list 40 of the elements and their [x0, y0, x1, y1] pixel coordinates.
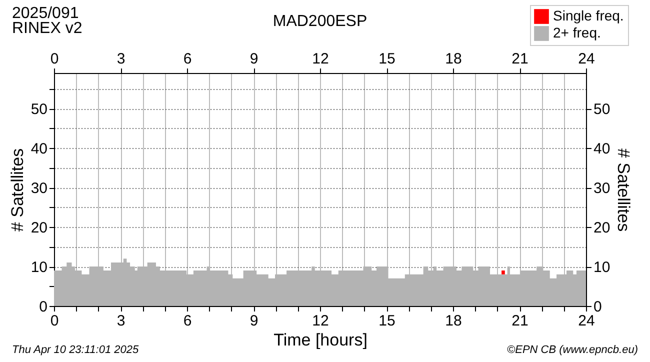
chart-title: MAD200ESP — [272, 13, 368, 30]
text: RINEX v2 — [12, 20, 82, 37]
x2-tick-label: 18 — [445, 50, 462, 68]
legend-label: Single freq. — [553, 8, 624, 24]
x-tick-label: 15 — [378, 312, 396, 330]
y-tick-label: 50 — [30, 101, 48, 118]
x2-tick-label: 0 — [50, 50, 59, 68]
x2-tick-label: 3 — [116, 50, 126, 68]
y-tick-label: 10 — [30, 259, 48, 276]
y-axis-title: # Satellites — [8, 148, 27, 232]
y2-tick-label: 40 — [594, 140, 610, 158]
x-tick-label: 24 — [578, 312, 595, 330]
x2-tick-label: 9 — [250, 50, 258, 68]
x2-tick-label: 15 — [378, 50, 396, 68]
y-tick-label: 40 — [30, 140, 48, 158]
x-tick-label: 12 — [312, 312, 329, 330]
y2-tick-label: 20 — [594, 220, 610, 237]
x-tick-label: 18 — [445, 312, 462, 330]
x-axis-title: Time [hours] — [274, 330, 368, 350]
y2-tick-label: 30 — [594, 180, 610, 198]
y-tick-label: 0 — [39, 298, 48, 316]
x-tick-label: 9 — [250, 312, 258, 330]
text: ©EPN CB (www.epncb.eu) — [507, 344, 638, 356]
text: 2025/091 — [12, 5, 79, 22]
x2-tick-label: 6 — [183, 50, 192, 68]
x-tick-label: 0 — [50, 312, 59, 330]
legend-label: 2+ freq. — [553, 24, 601, 40]
x2-tick-label: 12 — [312, 50, 329, 68]
x2-tick-label: 21 — [512, 50, 528, 68]
y2-tick-label: 50 — [594, 101, 610, 118]
y2-tick-label: 0 — [594, 298, 602, 316]
x-tick-label: 21 — [512, 312, 528, 330]
x-tick-label: 6 — [183, 312, 192, 330]
y-tick-label: 20 — [30, 220, 48, 237]
y2-tick-label: 10 — [594, 259, 610, 276]
x2-tick-label: 24 — [578, 50, 595, 68]
y2-axis-title: # Satellites — [614, 148, 634, 232]
x-tick-label: 3 — [116, 312, 126, 330]
y-tick-label: 30 — [30, 180, 48, 198]
text: Thu Apr 10 23:11:01 2025 — [12, 344, 140, 356]
